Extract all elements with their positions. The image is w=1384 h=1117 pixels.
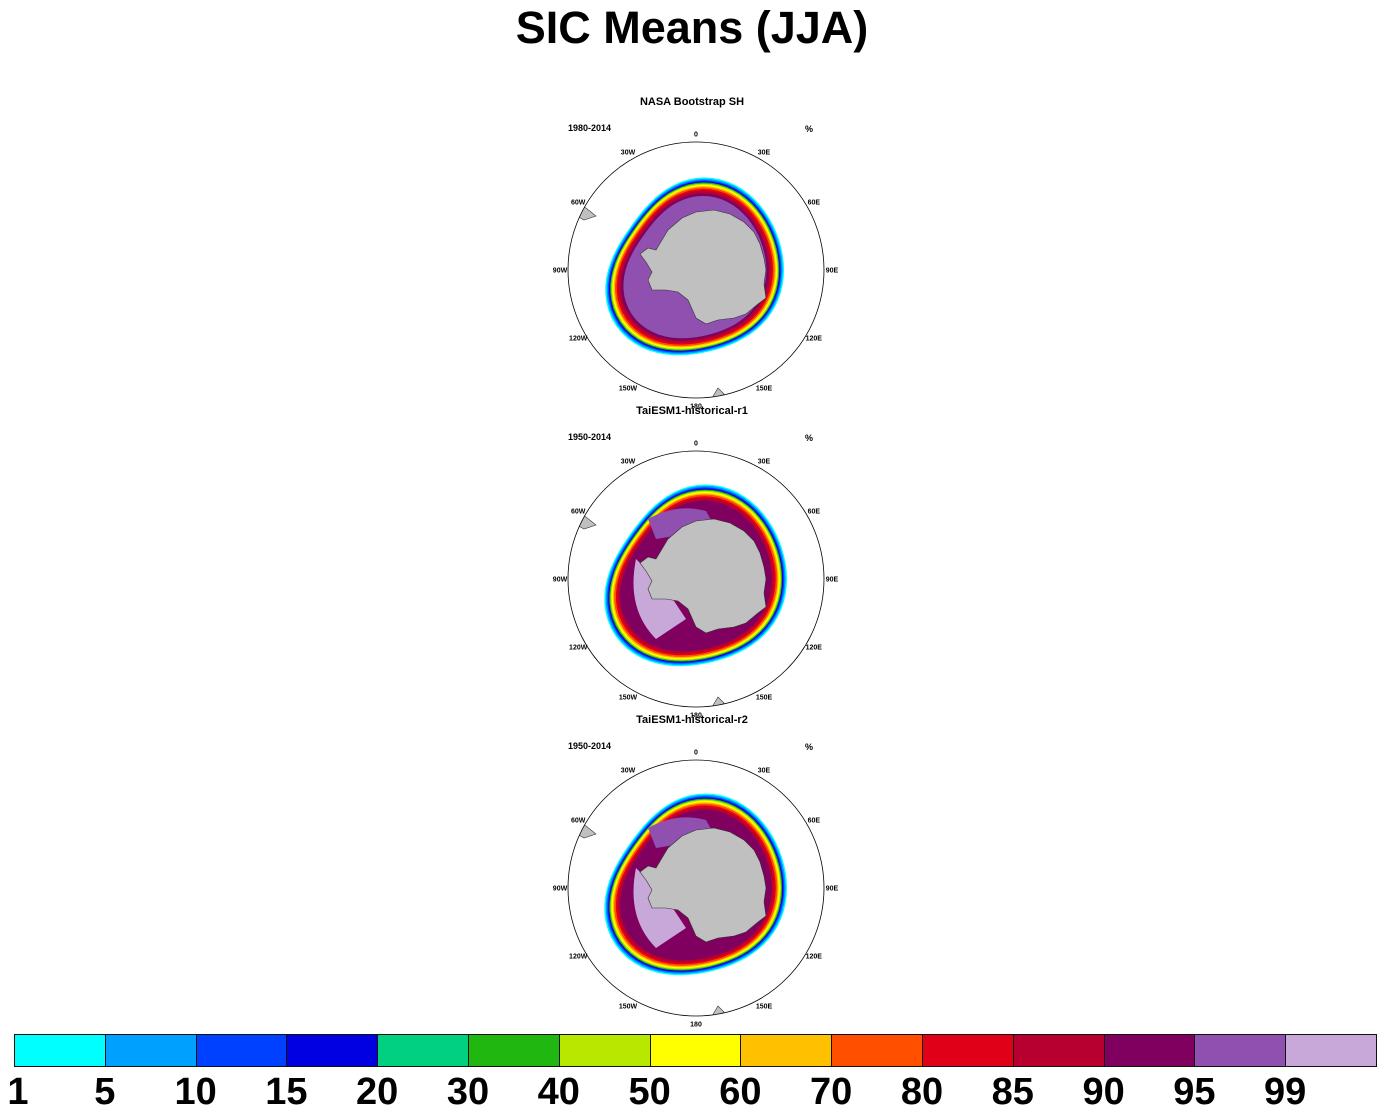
colorbar-swatch [649,1034,742,1067]
colorbar-level-label: 50 [628,1071,671,1113]
colorbar-level-label: 5 [94,1071,116,1113]
longitude-label: 60W [571,200,586,207]
map-boundary [567,141,825,399]
antarctica-landmass [639,518,767,634]
colorbar-level-label: 15 [265,1071,308,1113]
longitude-label: 60E [808,200,821,207]
longitude-label: 30W [621,768,636,775]
colorbar-swatch [195,1034,288,1067]
longitude-label: 120W [569,645,588,652]
colorbar-swatch [14,1034,106,1067]
colorbar-swatch [1285,1034,1377,1067]
colorbar-level-label: 70 [810,1071,853,1113]
colorbar-swatch [1103,1034,1196,1067]
colorbar-swatch [1012,1034,1105,1067]
longitude-label: 150E [756,1003,773,1010]
longitude-label: 60W [571,818,586,825]
period-label: 1950-2014 [568,432,612,442]
longitude-label: 30E [758,768,771,775]
panel-title: NASA Bootstrap SH [639,96,745,108]
antarctica-landmass [639,827,767,943]
units-label: % [805,433,814,443]
colorbar-level-label: 10 [174,1071,217,1113]
colorbar [14,1034,1377,1069]
polar-map: 0 30E 60E 90E 120E 150E 180 150W 120W 90W 60W 30W [553,441,839,720]
colorbar-level-label: 1 [7,1071,29,1113]
period-label: 1980-2014 [568,123,612,133]
units-label: % [805,742,814,752]
longitude-label: 90W [553,268,568,275]
colorbar-level-label: 20 [356,1071,399,1113]
colorbar-level-label: 95 [1173,1071,1216,1113]
colorbar-swatch [377,1034,469,1067]
panel-title: TaiESM1-historical-r2 [636,714,748,726]
longitude-label: 90W [553,886,568,893]
units-label: % [805,124,814,134]
longitude-label: 30W [621,150,636,157]
colorbar-swatch [1194,1034,1287,1067]
map-boundary [567,450,825,708]
longitude-label: 90E [826,577,839,584]
map-boundary [567,759,825,1017]
antarctica-landmass [639,209,767,325]
longitude-label: 0 [694,132,698,139]
longitude-label: 180 [690,1022,702,1029]
longitude-label: 60E [808,818,821,825]
longitude-label: 0 [694,441,698,448]
new-zealand-landmass [711,387,725,398]
new-zealand-landmass [711,1005,725,1016]
colorbar-level-label: 85 [991,1071,1034,1113]
longitude-label: 90E [826,886,839,893]
colorbar-level-label: 30 [446,1071,490,1113]
colorbar-level-label: 60 [719,1071,762,1113]
colorbar-level-label: 40 [537,1071,580,1113]
colorbar-labels: 1 5 10 15 20 30 40 50 60 70 80 85 90 95 99 [0,1070,1384,1114]
longitude-label: 30W [621,459,636,466]
longitude-label: 150W [619,385,638,392]
longitude-label: 150E [756,694,773,701]
longitude-label: 60W [571,509,586,516]
colorbar-swatch [468,1034,560,1067]
longitude-label: 180 [690,404,702,411]
figure-title: SIC Means (JJA) [515,2,869,53]
longitude-label: 150W [619,694,638,701]
longitude-label: 90E [826,268,839,275]
colorbar-swatch [831,1034,923,1067]
colorbar-swatch [558,1034,651,1067]
colorbar-level-label: 99 [1264,1071,1307,1113]
panel-title: TaiESM1-historical-r1 [636,405,748,417]
polar-map: 0 30E 60E 90E 120E 150E 180 150W 120W 90W 60W 30W [553,750,839,1029]
colorbar-swatch [922,1034,1014,1067]
longitude-label: 150E [756,385,773,392]
colorbar-level-label: 90 [1082,1071,1125,1113]
longitude-label: 90W [553,577,568,584]
period-label: 1950-2014 [568,741,612,751]
longitude-label: 150W [619,1003,638,1010]
new-zealand-landmass [711,696,725,707]
longitude-label: 30E [758,150,771,157]
longitude-label: 120W [569,954,588,961]
colorbar-swatch [740,1034,833,1067]
longitude-label: 180 [690,713,702,720]
colorbar-swatch [104,1034,197,1067]
polar-map: 0 30E 60E 90E 120E 150E 180 150W 120W 90W 60W 30W [553,132,839,411]
longitude-label: 120E [806,954,823,961]
longitude-label: 120W [569,336,588,343]
longitude-label: 60E [808,509,821,516]
longitude-label: 120E [806,336,823,343]
colorbar-swatch [286,1034,379,1067]
colorbar-level-label: 80 [900,1071,944,1113]
longitude-label: 30E [758,459,771,466]
longitude-label: 0 [694,750,698,757]
longitude-label: 120E [806,645,823,652]
